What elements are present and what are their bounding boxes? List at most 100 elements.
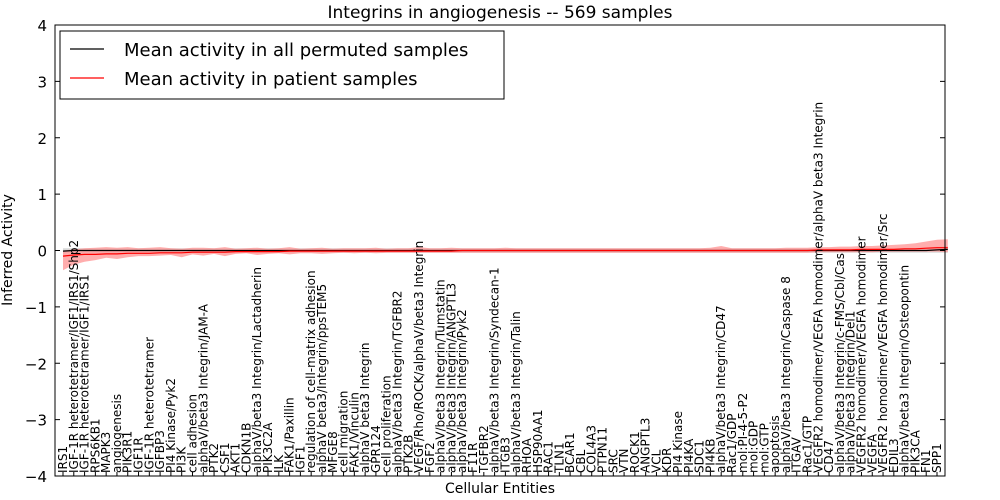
x-axis-label: Cellular Entities [445, 481, 555, 497]
entity-label: VEGFA [865, 433, 879, 473]
entity-label: cell migration [337, 391, 351, 473]
entity-label: VCL [650, 449, 664, 473]
y-tick-label: −3 [25, 412, 47, 430]
legend-label-patient: Mean activity in patient samples [124, 69, 418, 90]
entity-label: IGF-1R heterotetramer [142, 337, 156, 473]
legend-label-permuted: Mean activity in all permuted samples [124, 40, 468, 61]
entity-label: PIK3R1 [121, 431, 135, 473]
entity-label: PI4KB [703, 438, 717, 473]
entity-label: IGF1 [293, 446, 307, 473]
entity-label: cell adhesion [186, 394, 200, 473]
y-axis: −4 −3 −2 −1 0 1 2 3 4 [25, 17, 945, 486]
entity-label: AKT1 [229, 443, 243, 473]
entity-label: cell proliferation [380, 375, 394, 473]
entity-label: CBL [574, 449, 588, 473]
entity-label: alphaV/beta3 Integrin/Talin [509, 311, 523, 473]
entity-label: PI4 Kinase/Pyk2 [164, 378, 178, 473]
y-tick-label: −4 [25, 468, 47, 486]
entity-label: alphaV/beta3 Integrin/ANGPTL3 [444, 283, 458, 473]
entity-label: SDC1 [693, 440, 707, 473]
y-tick-label: −1 [25, 299, 47, 317]
entity-label: CD47 [822, 440, 836, 473]
x-axis [62, 472, 938, 476]
entity-label: alphaV/beta3 Integrin/TGFBR2 [391, 290, 405, 473]
entity-label: IGF-1R heterotetramer/IGF1/IRS1/Shp2 [67, 240, 81, 473]
chart-title: Integrins in angiogenesis -- 569 samples [328, 3, 673, 23]
entity-label: PIK3C2A [261, 422, 275, 473]
entity-label: EDIL3 [887, 438, 901, 473]
entity-label: mol:GTP [757, 423, 771, 473]
entity-label: PI4 Kinase [671, 411, 685, 473]
entity-label: FAK1/Paxillin [283, 397, 297, 473]
entity-label: GPR124 [369, 425, 383, 473]
entity-label: CDKN1B [239, 423, 253, 473]
entity-label: VEGF/Rho/ROCK/alphaV/beta3 Integrin [412, 241, 426, 473]
entity-label: alphaV/beta3 Integrin/CD47 [714, 305, 728, 473]
entity-label: HSP90AA1 [531, 409, 545, 473]
entity-label: PTK2B [401, 435, 415, 473]
entity-label: alphaV/beta3 Integrin/JAM-A [196, 303, 210, 473]
entity-label: TLN1 [552, 442, 566, 474]
entity-label: SPP1 [930, 443, 944, 473]
entity-label: IGF-1R heterotetramer/IGF1/IRS1 [78, 274, 92, 473]
entity-label: KDR [660, 448, 674, 473]
line-layer [62, 247, 948, 257]
entity-label: alphaV/beta3 Integrin/Caspase 8 [779, 276, 793, 473]
entity-label: alphaV/beta3 Integrin/Del1 [844, 311, 858, 473]
entity-label: PTPN11 [596, 427, 610, 473]
entity-label: FAK1/Vinculin [347, 392, 361, 473]
entity-label: COL4A3 [585, 425, 599, 473]
entity-label: alphaV/beta3 Integrin/Lactadherin [250, 267, 264, 473]
patient-mean-line [62, 247, 948, 257]
y-tick-label: 0 [37, 243, 47, 261]
entity-label: MAPK3 [99, 432, 113, 473]
entity-label: Rac1/GDP [725, 414, 739, 473]
entity-label: VEGFR2 homodimer/VEGFA homodimer [855, 236, 869, 473]
plot-frame [54, 24, 946, 477]
entity-label: alphaV/beta3 Integrin/c-FMS/Cbl/Cas [833, 253, 847, 473]
entity-label: IGFBP3 [153, 430, 167, 473]
entity-label: alphaV/beta3 Integrin/Syndecan-1 [488, 267, 502, 473]
y-tick-label: 4 [37, 17, 47, 35]
entity-label: alphaV beta3 Integrin [358, 342, 372, 473]
entity-label: alphaV beta3/Integrin/ppsTEM5 [315, 284, 329, 473]
y-tick-label: 2 [37, 130, 47, 148]
entity-label: RAC1 [542, 441, 556, 473]
entity-label: VTN [617, 448, 631, 473]
entity-label: alphaV/beta3 Integrin/Tumstatin [434, 279, 448, 473]
entity-label: IRS1 [56, 446, 70, 473]
entity-label: MFGE8 [326, 431, 340, 473]
entity-label: PI4KA [682, 438, 696, 473]
entity-label: apoptosis [768, 415, 782, 473]
entity-label: VEGFR2 homodimer/VEGFA homodimer/Src [876, 213, 890, 473]
entity-label: PTK2 [207, 443, 221, 473]
entity-label: ILK [272, 454, 286, 473]
entity-label: regulation of cell-matrix adhesion [304, 270, 318, 473]
entity-label: CSF1 [218, 442, 232, 473]
y-axis-label: Inferred Activity [0, 194, 16, 306]
entity-label: ANGPTL3 [639, 418, 653, 473]
entity-label: mol:GDP [747, 421, 761, 473]
entity-label: alphaV/beta3 Integrin/Pyk2 [455, 309, 469, 473]
entity-label: ITGB3 [498, 437, 512, 473]
entity-label: RHOA [520, 437, 534, 473]
entity-label: FN1 [919, 449, 933, 473]
entity-label: BCAR1 [563, 432, 577, 473]
entity-label: IGF1R [132, 437, 146, 473]
y-tick-label: −2 [25, 355, 47, 373]
entity-label: F11R [466, 442, 480, 473]
entity-label: FGF2 [423, 442, 437, 473]
entity-label: ROCK1 [628, 431, 642, 473]
legend-box [59, 30, 505, 100]
entity-label: angiogenesis [110, 394, 124, 473]
entity-label: VEGFR2 homodimer/VEGFA homodimer/alphaV … [811, 102, 825, 473]
entity-label: PI3K [175, 446, 189, 473]
legend: Mean activity in all permuted samples Me… [59, 30, 505, 100]
entity-label: alphaV/beta3 Integrin/Osteopontin [898, 265, 912, 473]
entity-label: SRC [606, 449, 620, 473]
entity-label: ITGAV [790, 436, 804, 473]
y-tick-label: 3 [37, 73, 47, 91]
entity-label: TGFBR2 [477, 425, 491, 474]
